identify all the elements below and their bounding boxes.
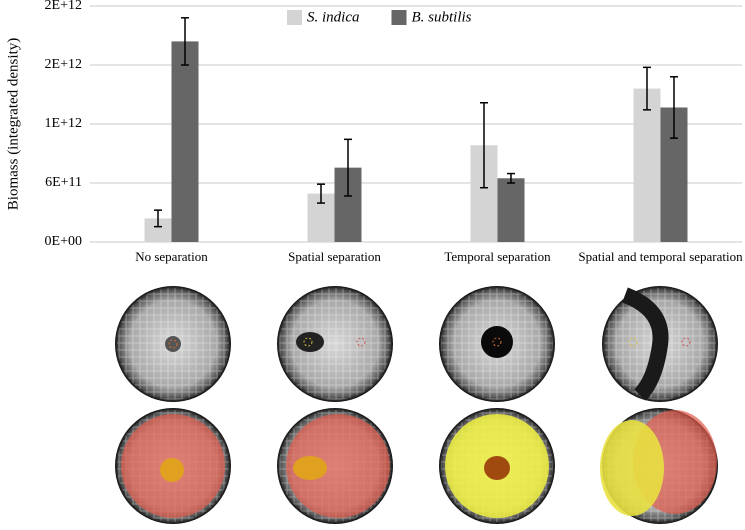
dish [600, 408, 718, 524]
error-bar [317, 183, 325, 204]
dish [439, 286, 555, 402]
bar [633, 88, 661, 242]
error-bar [480, 102, 488, 189]
legend-swatch [391, 10, 407, 25]
error-bar [181, 17, 189, 66]
dish [277, 286, 393, 402]
dish [115, 408, 231, 524]
error-bar [507, 172, 515, 184]
legend-label: S. indica [307, 9, 360, 25]
legend-label: B. subtilis [412, 9, 472, 25]
bar [171, 41, 199, 243]
x-tick-label: No separation [135, 249, 208, 264]
error-bar [670, 76, 678, 139]
y-axis-label: Biomass (integrated density) [5, 38, 21, 210]
y-tick-label: 2E+12 [45, 57, 82, 72]
dish [277, 408, 393, 524]
dish [115, 286, 231, 402]
dish-images [115, 286, 718, 524]
y-tick-label: 6E+11 [45, 175, 82, 190]
error-bar [643, 66, 651, 111]
error-bar [344, 138, 352, 197]
dish [602, 286, 718, 402]
y-tick-label: 1E+12 [45, 116, 82, 131]
bar [144, 218, 172, 242]
x-tick-label: Spatial separation [288, 249, 381, 264]
x-tick-label: Temporal separation [444, 249, 551, 264]
y-tick-label: 0E+00 [45, 234, 82, 249]
error-bar [154, 209, 162, 228]
legend-swatch [287, 10, 302, 25]
y-tick-label: 2E+12 [45, 0, 82, 13]
dish [439, 408, 555, 524]
x-tick-label: Spatial and temporal separation [578, 249, 743, 264]
bar [497, 178, 525, 242]
